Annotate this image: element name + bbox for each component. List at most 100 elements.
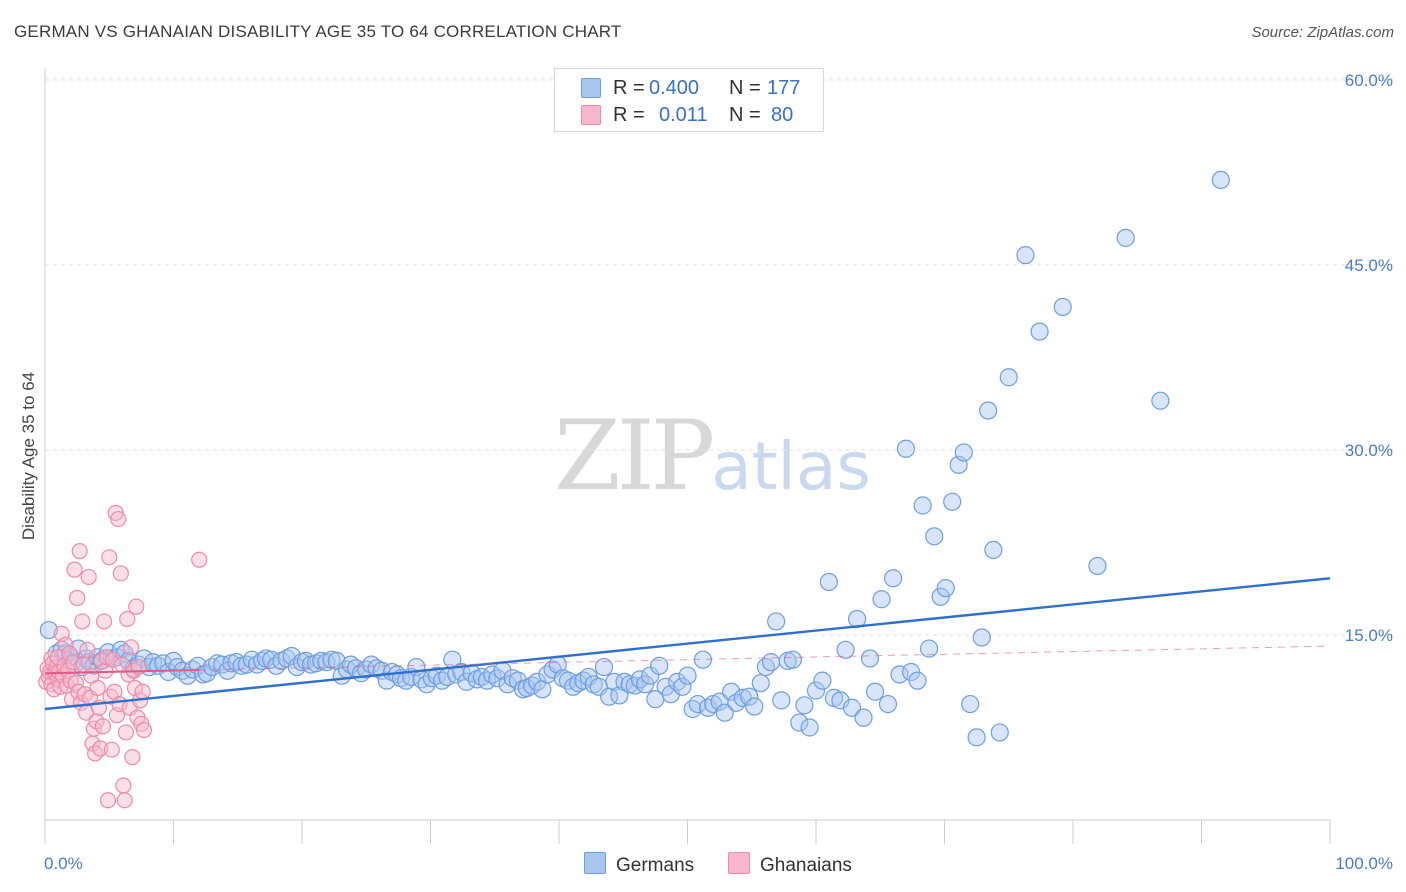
legend-n-label: N =: [729, 104, 761, 126]
german-point: [908, 671, 927, 690]
ghanaian-point: [60, 662, 77, 679]
german-point: [767, 612, 786, 631]
trend-lines: [44, 577, 1331, 711]
german-point: [39, 620, 58, 640]
german-point: [761, 653, 781, 672]
german-point: [943, 492, 962, 511]
german-point: [931, 587, 950, 606]
watermark-atlas: atlas: [711, 428, 871, 505]
legend-swatch-german: [581, 78, 601, 98]
ghanaian-point: [110, 510, 127, 528]
german-point: [673, 677, 692, 696]
german-point: [1088, 556, 1107, 576]
y-tick-label: 30.0%: [1345, 441, 1393, 460]
ghanaian-point: [89, 679, 106, 697]
german-point: [972, 628, 991, 647]
german-point: [377, 671, 396, 690]
german-point: [842, 698, 862, 717]
ghanaian-point: [105, 651, 122, 668]
legend-row-ghanaian: R = 0.011 N = 80: [555, 102, 823, 128]
german-point: [806, 681, 826, 700]
german-point: [594, 657, 614, 677]
german-point: [745, 697, 764, 716]
ghanaian-trend-line-dashed: [199, 645, 1331, 671]
legend-n-label: N =: [729, 77, 761, 99]
german-point: [783, 650, 802, 669]
german-trend-line: [44, 577, 1331, 711]
ghanaian-points: [38, 504, 208, 809]
axes: [44, 68, 1331, 844]
ghanaian-point: [92, 740, 109, 757]
gridlines: [45, 77, 1395, 636]
ghanaian-point: [116, 792, 133, 809]
german-point: [159, 662, 178, 682]
ghanaian-legend-label: Ghanaians: [760, 855, 852, 876]
ghanaian-point: [128, 598, 145, 615]
tick-labels: 15.0% 30.0% 45.0% 60.0% 0.0% 100.0%: [44, 71, 1393, 873]
german-point: [1116, 228, 1135, 247]
y-tick-label: 60.0%: [1345, 71, 1393, 90]
german-point: [872, 590, 891, 609]
ghanaian-point: [99, 792, 117, 809]
german-point: [866, 682, 885, 701]
german-point: [688, 694, 707, 714]
source-label: Source: ZipAtlas.com: [1251, 24, 1394, 41]
legend-r-label: R =: [613, 77, 645, 99]
ghanaian-point: [97, 662, 114, 679]
ghanaian-point: [88, 713, 105, 730]
german-point: [668, 672, 687, 691]
bottom-legend-german: Germans: [584, 852, 694, 877]
legend-r-value: 0.400: [649, 77, 700, 99]
german-point: [1211, 170, 1230, 189]
legend: R = 0.400 N = 177 R = 0.011 N = 80: [554, 68, 824, 132]
watermark: ZIPatlas: [554, 400, 871, 512]
german-point: [635, 675, 655, 694]
ghanaian-point: [191, 551, 208, 568]
german-legend-label: Germans: [616, 855, 695, 876]
german-point: [1053, 297, 1072, 317]
german-point: [990, 723, 1009, 742]
ghanaian-point: [112, 565, 129, 582]
ghanaian-point: [65, 654, 82, 671]
y-tick-label: 45.0%: [1345, 256, 1393, 275]
ghanaian-point: [101, 549, 118, 566]
german-point: [919, 639, 939, 658]
ghanaian-point: [117, 724, 135, 741]
x-tick-label-max: 100.0%: [1335, 854, 1393, 873]
ghanaian-point: [98, 649, 115, 666]
legend-n-value: 80: [771, 104, 794, 126]
german-points: [39, 170, 1230, 747]
ghanaian-swatch: [728, 852, 750, 874]
legend-swatch-ghanaian: [581, 105, 601, 125]
watermark-zip: ZIP: [554, 400, 715, 512]
german-point: [287, 657, 306, 677]
ghanaian-point: [66, 561, 83, 578]
german-point: [967, 728, 986, 747]
ghanaian-trend-line-solid: [44, 668, 200, 675]
german-point: [819, 572, 838, 592]
y-tick-label: 15.0%: [1345, 626, 1393, 645]
ghanaian-point: [74, 613, 91, 630]
legend-row-german: R = 0.400 N = 177: [555, 75, 823, 101]
chart-title: GERMAN VS GHANAIAN DISABILITY AGE 35 TO …: [14, 22, 622, 41]
ghanaian-point: [103, 741, 120, 758]
german-point: [1151, 391, 1170, 410]
ghanaian-point: [69, 589, 86, 607]
german-point: [999, 368, 1018, 387]
bottom-legend-ghanaian: Ghanaians: [728, 852, 852, 877]
german-point: [813, 671, 832, 690]
ghanaian-point: [71, 543, 88, 560]
german-point: [961, 694, 980, 714]
ghanaian-point: [124, 748, 141, 766]
german-point: [740, 687, 759, 706]
ghanaian-point: [80, 568, 97, 586]
german-point: [1016, 246, 1035, 265]
legend-n-value: 177: [767, 77, 801, 99]
ghanaian-point: [96, 613, 113, 630]
german-point: [610, 686, 629, 705]
german-point: [925, 527, 944, 546]
german-point: [772, 691, 791, 710]
y-axis-label: Disability Age 35 to 64: [19, 372, 38, 540]
german-point: [650, 656, 669, 675]
